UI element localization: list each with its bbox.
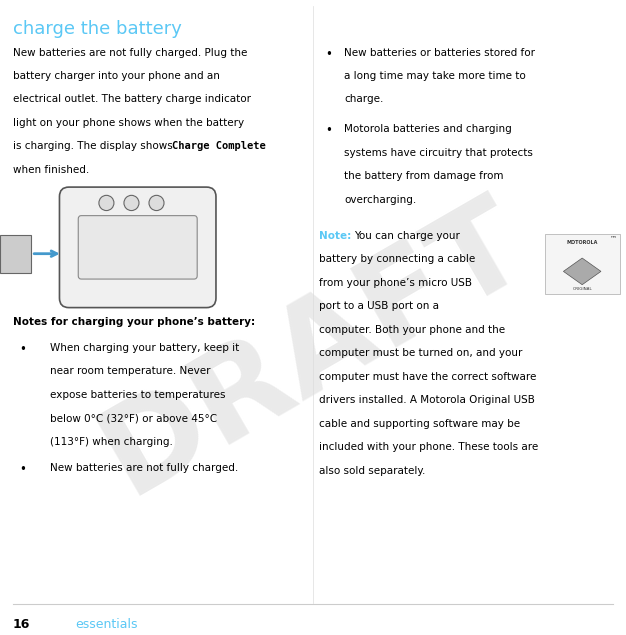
Text: battery by connecting a cable: battery by connecting a cable (319, 255, 476, 264)
Text: electrical outlet. The battery charge indicator: electrical outlet. The battery charge in… (13, 95, 250, 105)
Text: computer must be turned on, and your: computer must be turned on, and your (319, 348, 523, 358)
Text: Notes for charging your phone’s battery:: Notes for charging your phone’s battery: (13, 317, 255, 327)
Text: Charge Complete: Charge Complete (172, 142, 266, 151)
Text: MOTOROLA: MOTOROLA (567, 241, 598, 245)
Text: •: • (326, 48, 332, 60)
Text: (113°F) when charging.: (113°F) when charging. (50, 437, 173, 447)
Text: the battery from damage from: the battery from damage from (344, 171, 504, 181)
Text: computer. Both your phone and the: computer. Both your phone and the (319, 324, 505, 335)
Circle shape (99, 196, 114, 211)
FancyBboxPatch shape (78, 216, 197, 279)
Text: Motorola batteries and charging: Motorola batteries and charging (344, 124, 512, 135)
Text: below 0°C (32°F) or above 45°C: below 0°C (32°F) or above 45°C (50, 413, 217, 424)
Bar (0, 235, 31, 272)
Text: essentials: essentials (75, 618, 138, 631)
Text: 16: 16 (13, 618, 30, 631)
Text: included with your phone. These tools are: included with your phone. These tools ar… (319, 442, 538, 452)
Text: systems have circuitry that protects: systems have circuitry that protects (344, 148, 533, 157)
Text: port to a USB port on a: port to a USB port on a (319, 301, 439, 311)
Text: near room temperature. Never: near room temperature. Never (50, 366, 210, 377)
Text: is charging. The display shows: is charging. The display shows (13, 142, 175, 151)
Text: light on your phone shows when the battery: light on your phone shows when the batte… (13, 118, 244, 128)
Text: ORIGINAL: ORIGINAL (572, 287, 592, 291)
Bar (545, 234, 620, 294)
Text: charge the battery: charge the battery (13, 20, 182, 38)
Text: also sold separately.: also sold separately. (319, 465, 426, 476)
Text: •: • (19, 343, 26, 356)
Text: overcharging.: overcharging. (344, 195, 416, 204)
Text: DRAFT: DRAFT (80, 180, 546, 518)
Text: New batteries are not fully charged.: New batteries are not fully charged. (50, 464, 239, 474)
Circle shape (149, 196, 164, 211)
Text: •: • (326, 124, 332, 137)
Text: cable and supporting software may be: cable and supporting software may be (319, 418, 520, 429)
Text: drivers installed. A Motorola Original USB: drivers installed. A Motorola Original U… (319, 395, 535, 405)
Text: a long time may take more time to: a long time may take more time to (344, 71, 526, 81)
Text: You can charge your: You can charge your (354, 231, 459, 241)
Text: charge.: charge. (344, 95, 384, 105)
Text: expose batteries to temperatures: expose batteries to temperatures (50, 390, 225, 400)
Text: computer must have the correct software: computer must have the correct software (319, 371, 536, 382)
FancyArrowPatch shape (34, 251, 57, 257)
FancyBboxPatch shape (59, 187, 216, 307)
Text: New batteries or batteries stored for: New batteries or batteries stored for (344, 48, 535, 58)
Text: New batteries are not fully charged. Plug the: New batteries are not fully charged. Plu… (13, 48, 247, 58)
Text: •: • (19, 464, 26, 476)
Text: from your phone’s micro USB: from your phone’s micro USB (319, 277, 472, 288)
Text: battery charger into your phone and an: battery charger into your phone and an (13, 71, 219, 81)
Circle shape (124, 196, 139, 211)
Text: ™: ™ (610, 236, 617, 241)
Polygon shape (563, 258, 601, 284)
Text: Note:: Note: (319, 231, 352, 241)
Text: when finished.: when finished. (13, 165, 89, 175)
Text: When charging your battery, keep it: When charging your battery, keep it (50, 343, 239, 353)
